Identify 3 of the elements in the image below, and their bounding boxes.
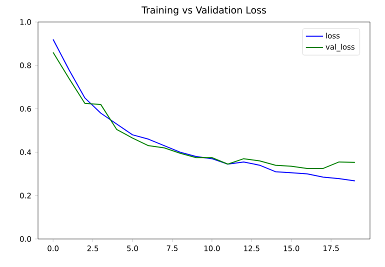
- chart-title: Training vs Validation Loss: [142, 6, 266, 16]
- line-series: [52, 52, 356, 169]
- line-series: [52, 38, 356, 182]
